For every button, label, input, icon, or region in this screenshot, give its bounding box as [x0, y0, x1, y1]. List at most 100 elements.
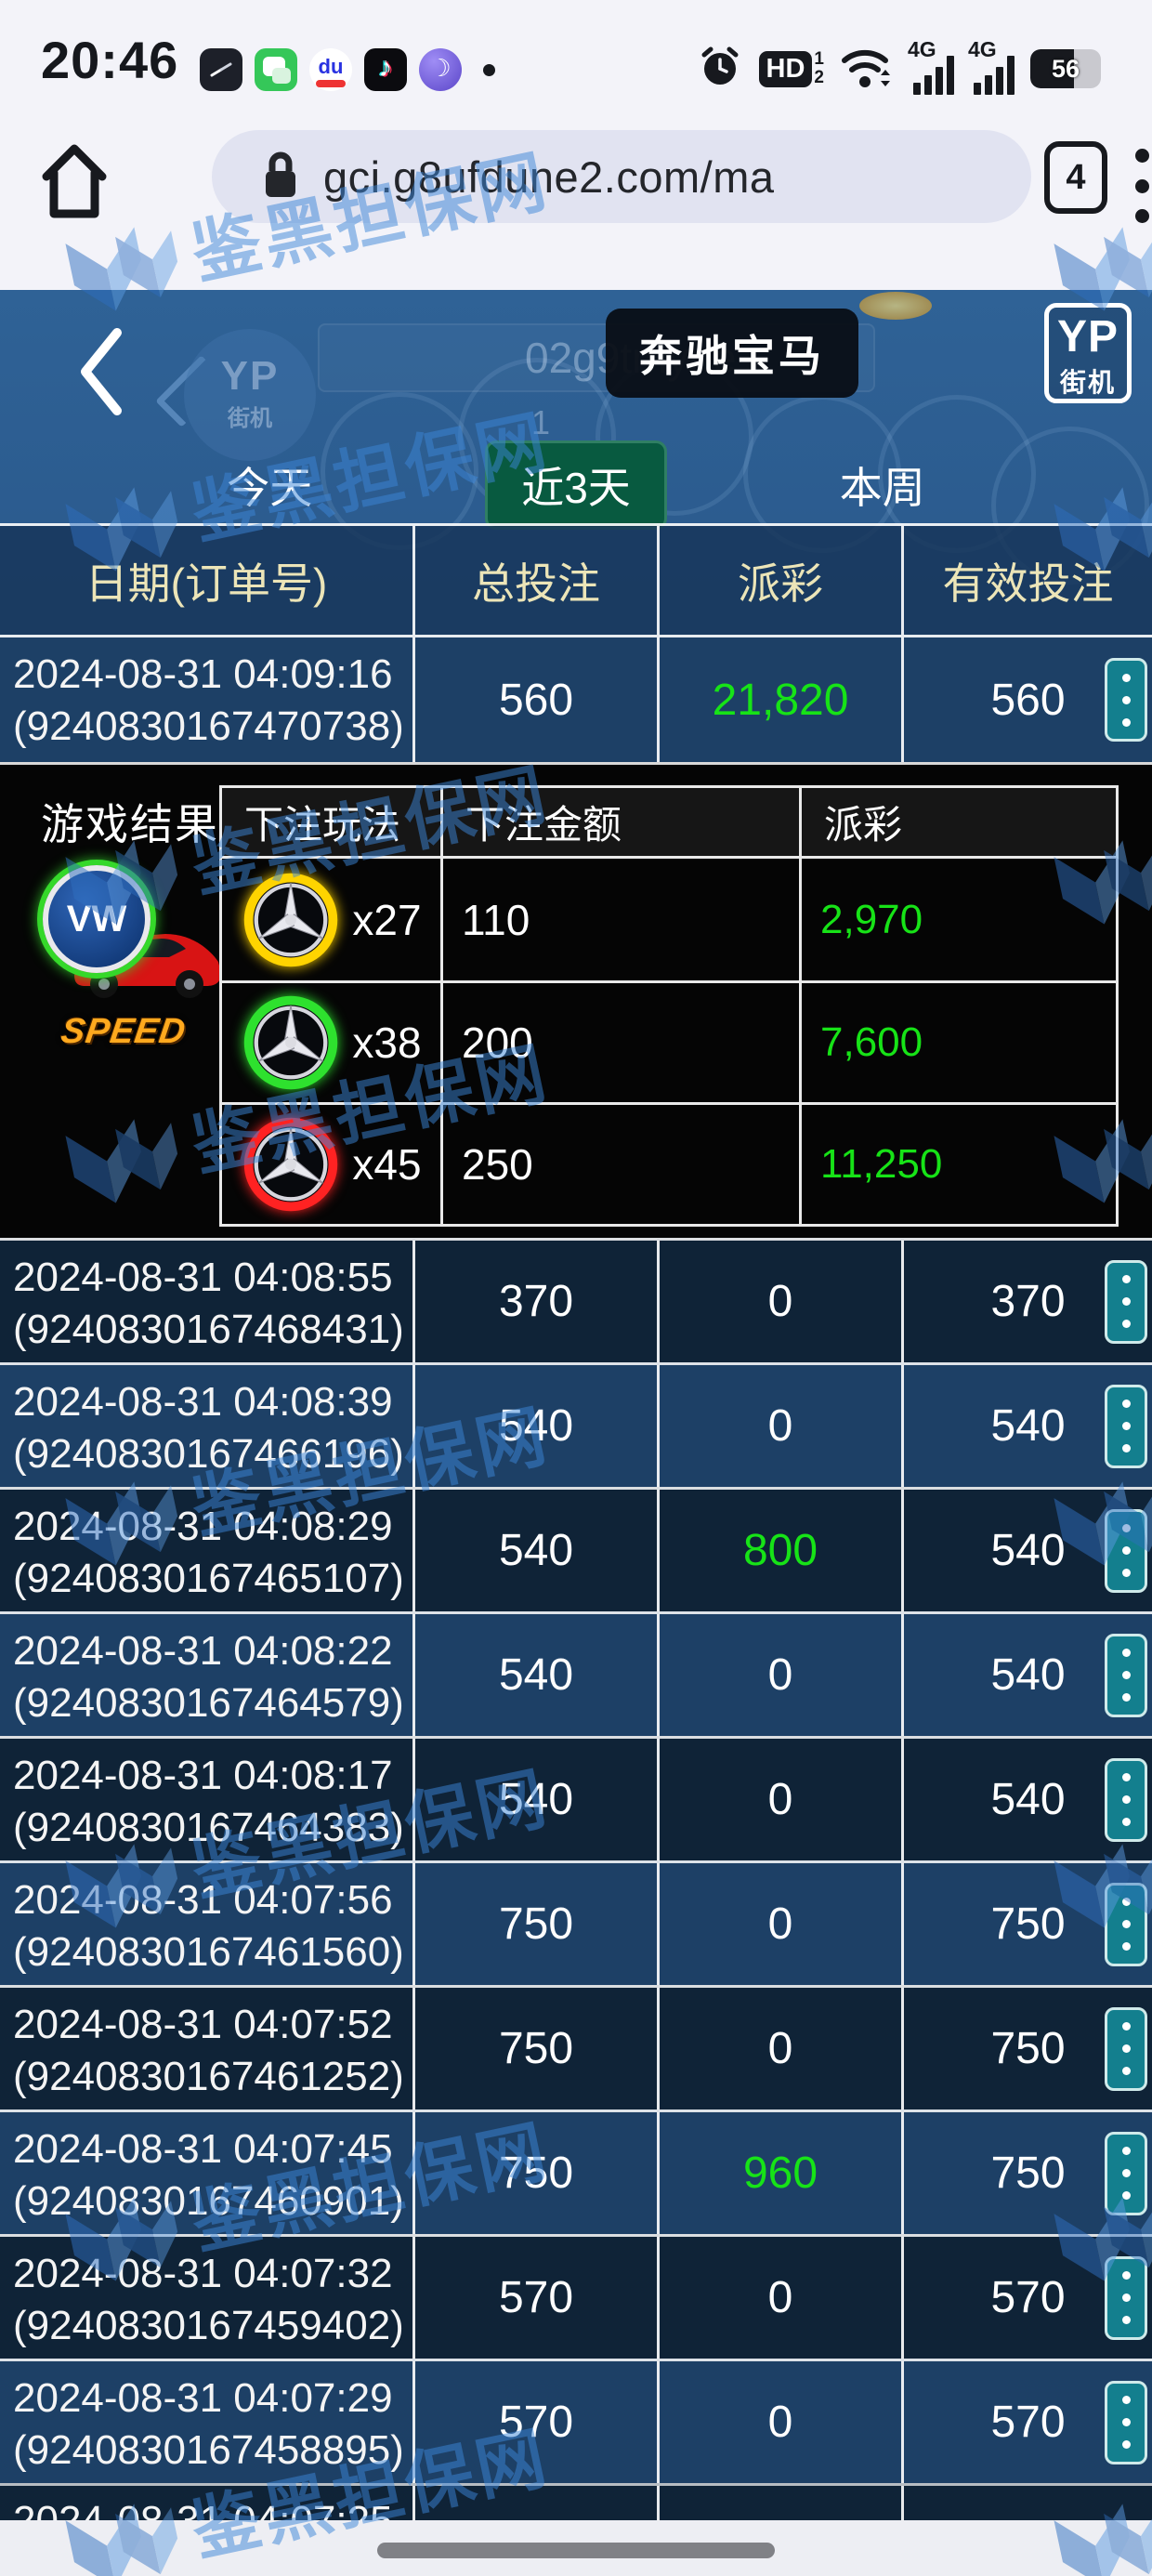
- tab-3[interactable]: 本周: [839, 464, 925, 512]
- row-actions-button[interactable]: [1105, 2380, 1147, 2464]
- detail-header-row: 下注玩法 下注金额 派彩: [222, 788, 1116, 859]
- clock-time: 20:46: [41, 31, 179, 89]
- row-actions-button[interactable]: [1105, 1508, 1147, 1593]
- row-valid-bet: 750: [904, 1988, 1152, 2109]
- signal-4g-icon-2: 4G: [968, 37, 1015, 95]
- table-row[interactable]: 2024-08-31 04:07:45 (9240830167460901) 7…: [0, 2109, 1152, 2234]
- url-text: gci.g8ufdune2.com/ma: [323, 151, 775, 202]
- row-total-bet: 540: [415, 1739, 660, 1860]
- tab-2[interactable]: 近3天: [485, 440, 667, 530]
- speed-game-icon: VW SPEED: [41, 865, 227, 1051]
- game-result-label: 游戏结果: [41, 800, 219, 848]
- back-button[interactable]: [72, 325, 128, 418]
- row-date: 2024-08-31 04:07:56: [13, 1877, 393, 1923]
- tiktok-app-icon: ♪: [364, 48, 407, 91]
- table-row[interactable]: 2024-08-31 04:08:22 (9240830167464579) 5…: [0, 1611, 1152, 1736]
- row-payout: 0: [660, 1988, 904, 2109]
- row-total-bet: [415, 2486, 660, 2520]
- table-row[interactable]: 2024-08-31 04:08:17 (9240830167464383) 5…: [0, 1736, 1152, 1860]
- address-bar[interactable]: gci.g8ufdune2.com/ma: [212, 130, 1031, 223]
- row-valid-bet: 540: [904, 1739, 1152, 1860]
- table-row[interactable]: 2024-08-31 04:08:55 (9240830167468431) 3…: [0, 1238, 1152, 1362]
- row-valid-bet: 540: [904, 1365, 1152, 1487]
- table-row[interactable]: 2024-08-31 04:07:32 (9240830167459402) 5…: [0, 2234, 1152, 2359]
- row-actions-button[interactable]: [1105, 1633, 1147, 1717]
- row-payout: 0: [660, 2361, 904, 2483]
- row-date: 2024-08-31 04:08:17: [13, 1753, 393, 1798]
- table-row[interactable]: 2024-08-31 04:09:16 (9240830167470738) 5…: [0, 637, 1152, 762]
- bet-detail-table: 下注玩法 下注金额 派彩 x27 110 2,970 x38: [219, 785, 1119, 1227]
- row-actions-button[interactable]: [1105, 2255, 1147, 2340]
- table-row[interactable]: 2024-08-31 04:07:25: [0, 2483, 1152, 2520]
- bet-payout: 7,600: [820, 1019, 923, 1065]
- row-actions-button[interactable]: [1105, 658, 1147, 742]
- row-date: 2024-08-31 04:07:29: [13, 2375, 393, 2421]
- row-payout: 0: [660, 1863, 904, 1985]
- row-order: (9240830167458895): [13, 2427, 404, 2473]
- bet-multiplier: x38: [352, 1019, 422, 1067]
- baidu-app-icon: du: [309, 48, 352, 91]
- date-range-tabs: 今天 近3天 本周: [0, 440, 1152, 530]
- bet-amount: 250: [443, 1105, 802, 1224]
- row-valid-bet: 750: [904, 2112, 1152, 2234]
- notification-dot-icon: [483, 63, 495, 76]
- row-total-bet: 750: [415, 2112, 660, 2234]
- row-valid-bet: 540: [904, 1614, 1152, 1736]
- table-header-row: 日期(订单号) 总投注 派彩 有效投注: [0, 526, 1152, 637]
- faded-name-plate: [318, 323, 875, 392]
- row-actions-button[interactable]: [1105, 1882, 1147, 1966]
- row-order: (9240830167461252): [13, 2054, 404, 2099]
- row-total-bet: 750: [415, 1988, 660, 2109]
- row-valid-bet: 570: [904, 2237, 1152, 2359]
- row-date: 2024-08-31 04:07:25: [13, 2495, 405, 2520]
- home-indicator[interactable]: [377, 2543, 775, 2558]
- table-row[interactable]: 2024-08-31 04:08:29 (9240830167465107) 5…: [0, 1487, 1152, 1611]
- col-header-1: 日期(订单号): [0, 526, 415, 635]
- row-valid-bet: 750: [904, 1863, 1152, 1985]
- row-total-bet: 750: [415, 1863, 660, 1985]
- row-order: (9240830167465107): [13, 1556, 404, 1601]
- row-date: 2024-08-31 04:08:55: [13, 1255, 393, 1300]
- bet-multiplier: x45: [352, 1140, 422, 1189]
- detail-col-header-2: 下注金额: [443, 788, 802, 856]
- row-actions-button[interactable]: [1105, 1757, 1147, 1842]
- mercedes-star-icon: [241, 992, 341, 1093]
- tab-1[interactable]: 今天: [227, 464, 313, 512]
- row-date: 2024-08-31 04:07:52: [13, 2002, 393, 2047]
- detail-row: x38 200 7,600: [222, 980, 1116, 1102]
- row-total-bet: 540: [415, 1614, 660, 1736]
- notification-icons: du ♪ ☽: [200, 48, 495, 91]
- row-order: (9240830167466196): [13, 1431, 404, 1477]
- table-row[interactable]: 2024-08-31 04:07:52 (9240830167461252) 7…: [0, 1985, 1152, 2109]
- table-row[interactable]: 2024-08-31 04:08:39 (9240830167466196) 5…: [0, 1362, 1152, 1487]
- row-actions-button[interactable]: [1105, 1384, 1147, 1468]
- bet-history-table: 日期(订单号) 总投注 派彩 有效投注 2024-08-31 04:09:16 (92…: [0, 523, 1152, 2520]
- row-total-bet: 540: [415, 1490, 660, 1611]
- browser-menu-button[interactable]: [1135, 149, 1150, 223]
- detail-row: x45 250 11,250: [222, 1102, 1116, 1224]
- row-total-bet: 570: [415, 2361, 660, 2483]
- row-actions-button[interactable]: [1105, 2006, 1147, 2091]
- messages-app-icon: [255, 48, 297, 91]
- row-actions-button[interactable]: [1105, 1259, 1147, 1344]
- row-valid-bet: 370: [904, 1241, 1152, 1362]
- row-payout: 0: [660, 1241, 904, 1362]
- row-order: (9240830167464579): [13, 1680, 404, 1726]
- tab-switcher-button[interactable]: 4: [1044, 141, 1107, 214]
- player-level: 1: [531, 403, 551, 441]
- row-actions-button[interactable]: [1105, 2131, 1147, 2215]
- browser-home-button[interactable]: [39, 136, 110, 226]
- row-order: (9240830167459402): [13, 2303, 404, 2348]
- row-payout: 0: [660, 1365, 904, 1487]
- table-row[interactable]: 2024-08-31 04:07:56 (9240830167461560) 7…: [0, 1860, 1152, 1985]
- speed-label: SPEED: [59, 1012, 189, 1051]
- col-header-4: 有效投注: [942, 559, 1114, 608]
- detail-row: x27 110 2,970: [222, 859, 1116, 980]
- table-row[interactable]: 2024-08-31 04:07:29 (9240830167458895) 5…: [0, 2359, 1152, 2483]
- lock-icon: [262, 151, 299, 204]
- row-valid-bet: 540: [904, 1490, 1152, 1611]
